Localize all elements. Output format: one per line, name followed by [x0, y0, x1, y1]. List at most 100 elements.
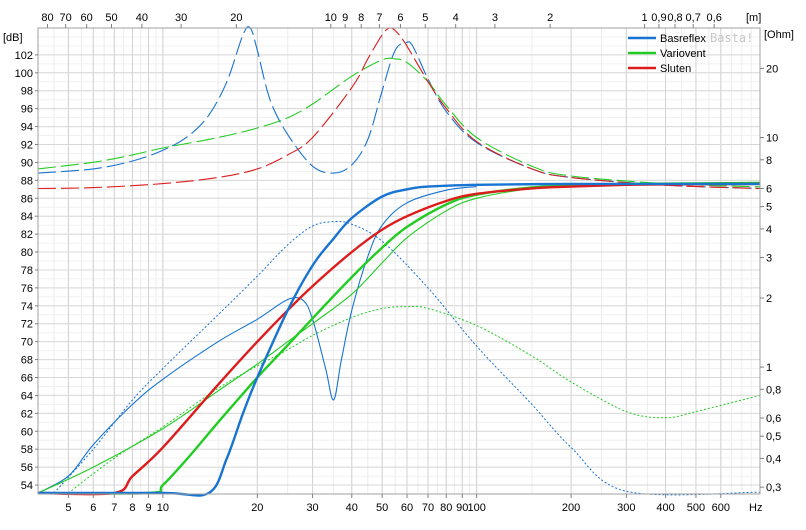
basreflex-thick-line [37, 182, 760, 497]
right-tick-label: 5 [766, 202, 772, 214]
top-tick-label: 30 [175, 12, 187, 24]
top-tick-label: 6 [397, 12, 403, 24]
top-tick-label: 0,9 [651, 12, 666, 24]
right-axis-unit: [Ohm] [764, 29, 794, 41]
top-tick-label: 20 [230, 12, 242, 24]
watermark-text: Basta! [710, 31, 753, 45]
left-tick-label: 62 [21, 408, 33, 420]
top-tick-label: 0,7 [686, 12, 701, 24]
legend-label-sluten: Sluten [660, 63, 691, 75]
left-tick-label: 70 [21, 337, 33, 349]
left-tick-label: 82 [21, 229, 33, 241]
curve-dashed-line [37, 26, 761, 190]
x-tick-label: 9 [145, 502, 151, 514]
left-tick-label: 96 [21, 104, 33, 116]
right-tick-label: 1 [766, 362, 772, 374]
x-tick-label: 400 [656, 502, 674, 514]
x-tick-label: 5 [65, 502, 71, 514]
top-tick-label: 1 [642, 12, 648, 24]
top-tick-label: 7 [376, 12, 382, 24]
right-tick-label: 0,3 [766, 482, 781, 494]
right-tick-label: 0,4 [766, 453, 781, 465]
left-tick-label: 78 [21, 265, 33, 277]
x-tick-label: 70 [422, 502, 434, 514]
top-tick-label: 4 [453, 12, 459, 24]
x-tick-label: 6 [90, 502, 96, 514]
top-tick-label: 10 [325, 12, 337, 24]
legend-label-variovent: Variovent [660, 48, 706, 60]
left-tick-label: 76 [21, 283, 33, 295]
left-tick-label: 84 [21, 211, 33, 223]
top-tick-label: 80 [41, 12, 53, 24]
curve-dashed-line [37, 27, 761, 190]
x-tick-label: 7 [111, 502, 117, 514]
left-axis-ticks: 54 56 58 60 62 64 66 68 70 72 74 76 78 80 82 84 86 88 90 92… [15, 50, 38, 492]
top-tick-label: 8 [358, 12, 364, 24]
left-tick-label: 94 [21, 122, 33, 134]
right-tick-label: 10 [766, 133, 778, 145]
x-tick-label: 90 [456, 502, 468, 514]
right-tick-label: 20 [766, 63, 778, 75]
right-tick-label: 0,5 [766, 431, 781, 443]
left-tick-label: 86 [21, 193, 33, 205]
right-tick-label: 2 [766, 293, 772, 305]
plot-frame [37, 27, 761, 495]
left-tick-label: 80 [21, 247, 33, 259]
left-tick-label: 74 [21, 301, 33, 313]
left-tick-label: 54 [21, 480, 33, 492]
right-tick-label: 0,8 [766, 384, 781, 396]
grid-major [38, 28, 760, 494]
right-tick-label: 8 [766, 155, 772, 167]
x-tick-label: 30 [306, 502, 318, 514]
right-tick-label: 3 [766, 253, 772, 265]
x-axis-unit: Hz [749, 502, 762, 514]
top-tick-label: 2 [547, 12, 553, 24]
right-tick-label: 4 [766, 224, 772, 236]
x-tick-label: 100 [467, 502, 485, 514]
top-tick-label: 9 [342, 12, 348, 24]
left-tick-label: 102 [15, 50, 33, 62]
legend: Basreflex Variovent Sluten [628, 33, 706, 75]
right-tick-label: 6 [766, 183, 772, 195]
top-tick-label: 0,8 [667, 12, 682, 24]
top-tick-label: 40 [136, 12, 148, 24]
left-tick-label: 56 [21, 462, 33, 474]
right-tick-label: 0,6 [766, 413, 781, 425]
x-tick-label: 500 [687, 502, 705, 514]
left-axis-unit: [dB] [3, 32, 23, 44]
top-axis-ticks: 80 70 60 50 40 30 20 10 9 8 7 6 5 4 3 2 1 0,9 0,8 0,7 0,6 [41, 12, 722, 28]
sluten-thick-line [37, 182, 761, 496]
top-tick-label: 70 [60, 12, 72, 24]
left-tick-label: 66 [21, 373, 33, 385]
x-tick-label: 8 [129, 502, 135, 514]
x-tick-label: 200 [562, 502, 580, 514]
left-tick-label: 90 [21, 157, 33, 169]
x-tick-label: 10 [157, 502, 169, 514]
top-axis-unit: [m] [746, 12, 761, 24]
x-tick-label: 80 [440, 502, 452, 514]
x-tick-label: 50 [376, 502, 388, 514]
left-tick-label: 100 [15, 68, 33, 80]
legend-label-basreflex: Basreflex [660, 33, 706, 45]
curve-dashed-line [37, 57, 761, 188]
x-tick-label: 20 [251, 502, 263, 514]
x-axis-ticks: 5 6 7 8 9 10 20 30 40 50 60 70 80 90 100 200 300 400 500 60… [65, 494, 730, 514]
x-tick-label: 40 [346, 502, 358, 514]
left-tick-label: 92 [21, 140, 33, 152]
top-tick-label: 0,6 [707, 12, 722, 24]
left-tick-label: 98 [21, 86, 33, 98]
left-tick-label: 60 [21, 426, 33, 438]
top-tick-label: 50 [105, 12, 117, 24]
right-axis-ticks: 0,3 0,4 0,5 0,6 0,8 1 2 3 4 5 6 8 10 20 [760, 63, 781, 494]
left-tick-label: 72 [21, 319, 33, 331]
x-tick-label: 60 [401, 502, 413, 514]
left-tick-label: 68 [21, 355, 33, 367]
left-tick-label: 64 [21, 390, 33, 402]
x-tick-label: 300 [617, 502, 635, 514]
left-tick-label: 58 [21, 444, 33, 456]
series-layer [37, 26, 761, 497]
left-tick-label: 88 [21, 175, 33, 187]
top-tick-label: 60 [81, 12, 93, 24]
x-tick-label: 600 [712, 502, 730, 514]
